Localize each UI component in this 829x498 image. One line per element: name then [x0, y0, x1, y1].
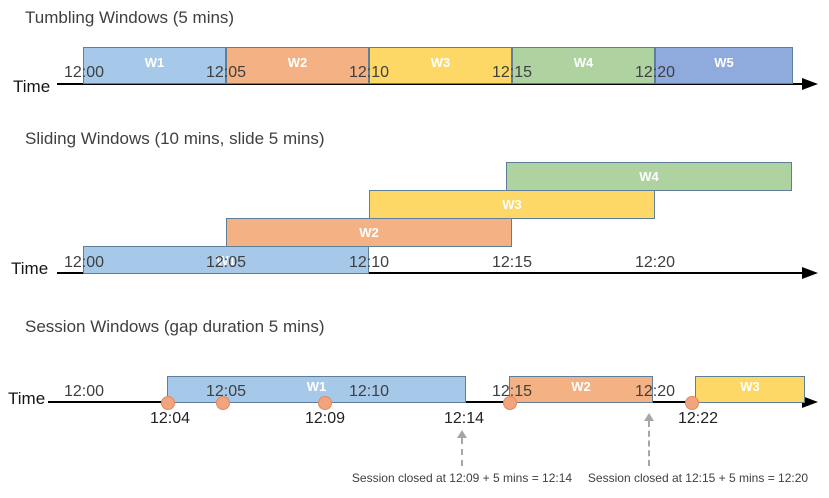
- axis-tick: 12:00: [63, 254, 105, 271]
- window-w3: W3: [369, 47, 512, 84]
- axis-tick: 12:10: [348, 383, 390, 400]
- arrow-up-icon: [644, 413, 654, 421]
- time-axis-label: Time: [8, 389, 46, 408]
- axis-tick: 12:00: [63, 64, 105, 81]
- window-w1: W1: [83, 246, 369, 274]
- window-label: W2: [359, 225, 379, 240]
- arrow-up-icon: [457, 430, 467, 438]
- session-closed-note: Session closed at 12:15 + 5 mins = 12:20: [587, 471, 809, 485]
- axis-tick: 12:00: [63, 383, 105, 400]
- axis-tick: 12:20: [634, 254, 676, 271]
- axis-tick: 12:20: [634, 64, 676, 81]
- time-axis: [57, 272, 802, 274]
- event-time-label: 12:14: [443, 410, 485, 427]
- window-w1: W1: [83, 47, 226, 84]
- window-label: W2: [287, 55, 308, 70]
- window-label: W4: [639, 169, 659, 184]
- window-w2: W2: [226, 218, 512, 247]
- axis-tick: 12:05: [205, 64, 247, 81]
- window-w3: W3: [695, 376, 805, 403]
- event-dot: [503, 396, 517, 410]
- axis-tick: 12:10: [348, 64, 390, 81]
- window-label: W5: [714, 55, 734, 70]
- callout-arrow-line: [648, 421, 650, 466]
- arrowhead-right-icon: [802, 78, 818, 90]
- event-dot: [161, 396, 175, 410]
- window-label: W3: [430, 55, 451, 70]
- axis-tick: 12:05: [205, 254, 247, 271]
- window-label: W3: [502, 197, 522, 212]
- window-w5: W5: [655, 47, 793, 84]
- event-time-label: 12:04: [149, 410, 191, 427]
- axis-tick: 12:15: [491, 64, 533, 81]
- window-w4: W4: [512, 47, 655, 84]
- time-axis-label: Time: [11, 259, 49, 278]
- callout-arrow-line: [461, 438, 463, 466]
- section-title: Tumbling Windows (5 mins): [25, 8, 235, 27]
- time-axis: [57, 83, 802, 85]
- event-time-label: 12:09: [304, 410, 346, 427]
- event-time-label: 12:22: [677, 410, 719, 427]
- axis-tick: 12:05: [205, 383, 247, 400]
- window-label: W1: [144, 55, 165, 70]
- arrowhead-right-icon: [802, 396, 818, 408]
- window-w3: W3: [369, 190, 655, 219]
- window-w4: W4: [506, 162, 792, 191]
- time-axis-label: Time: [13, 77, 51, 96]
- session-closed-note: Session closed at 12:09 + 5 mins = 12:14: [351, 471, 573, 485]
- window-w2: W2: [226, 47, 369, 84]
- axis-tick: 12:15: [491, 383, 533, 400]
- window-label: W2: [571, 379, 591, 394]
- window-label: W1: [216, 252, 236, 268]
- arrowhead-right-icon: [802, 267, 818, 279]
- section-title: Sliding Windows (10 mins, slide 5 mins): [25, 129, 325, 148]
- event-dot: [216, 396, 230, 410]
- window-label: W4: [573, 55, 594, 70]
- axis-tick: 12:15: [491, 254, 533, 271]
- axis-tick: 12:10: [348, 254, 390, 271]
- event-dot: [318, 396, 332, 410]
- window-label: W3: [740, 379, 760, 394]
- axis-tick: 12:20: [634, 383, 676, 400]
- window-w2: W2: [509, 376, 653, 403]
- event-dot: [685, 396, 699, 410]
- window-label: W1: [306, 379, 327, 394]
- section-title: Session Windows (gap duration 5 mins): [25, 317, 325, 336]
